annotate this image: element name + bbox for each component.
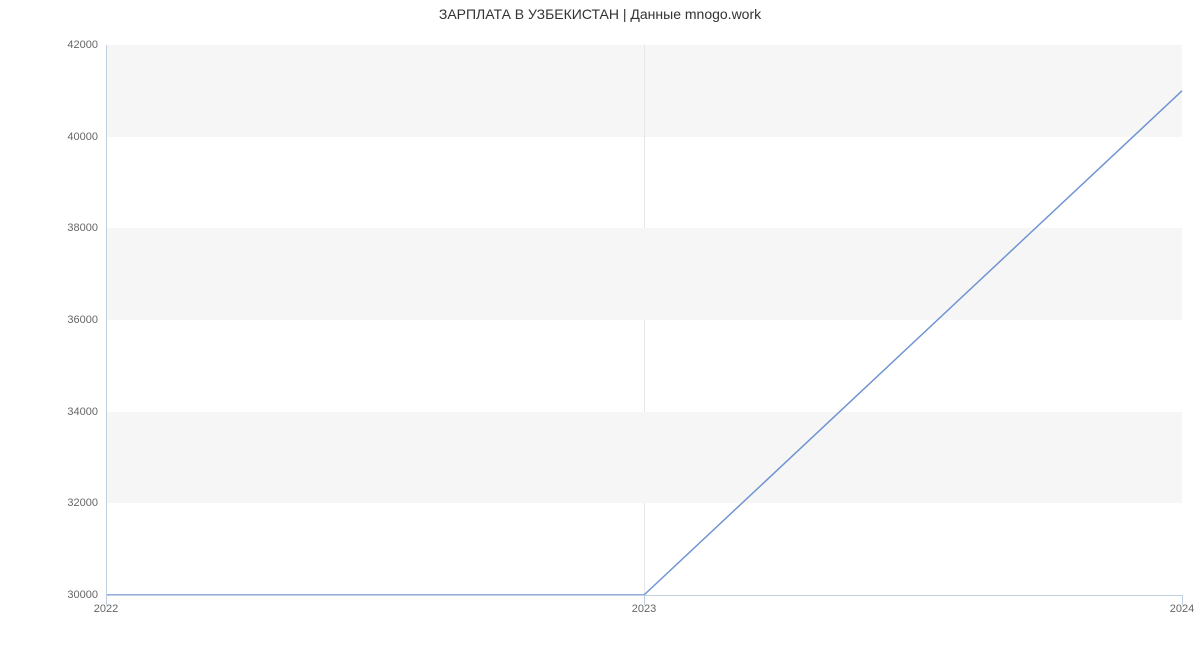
chart-lines [106, 45, 1182, 595]
x-tick-label: 2023 [632, 603, 656, 615]
y-axis-line [106, 45, 107, 595]
y-tick-label: 42000 [67, 39, 98, 51]
y-tick-label: 38000 [67, 222, 98, 234]
y-tick-label: 32000 [67, 497, 98, 509]
x-tick-label: 2024 [1170, 603, 1194, 615]
plot-area: 3000032000340003600038000400004200020222… [106, 45, 1182, 595]
series-line [106, 91, 1182, 595]
x-tick-label: 2022 [94, 603, 118, 615]
y-tick-label: 30000 [67, 589, 98, 601]
y-tick-label: 40000 [67, 131, 98, 143]
chart-title: ЗАРПЛАТА В УЗБЕКИСТАН | Данные mnogo.wor… [0, 6, 1200, 22]
y-tick-label: 36000 [67, 314, 98, 326]
y-tick-label: 34000 [67, 406, 98, 418]
salary-chart: ЗАРПЛАТА В УЗБЕКИСТАН | Данные mnogo.wor… [0, 0, 1200, 650]
